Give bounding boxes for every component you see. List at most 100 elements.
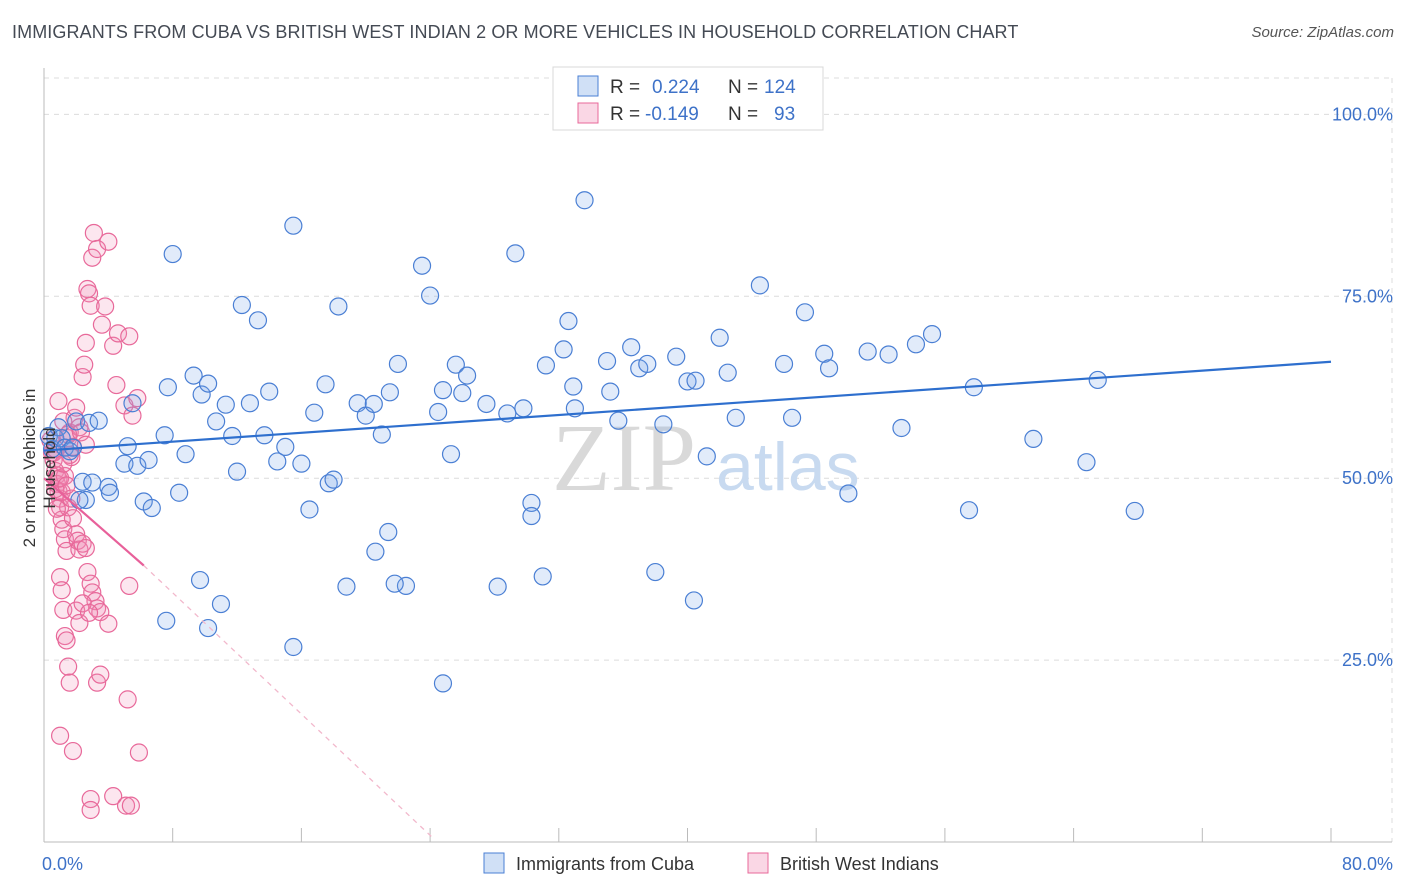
data-point-cuba (858, 342, 877, 361)
data-point-cuba (906, 335, 926, 354)
trend-line-cuba (43, 360, 1332, 452)
data-point-cuba (380, 383, 399, 402)
data-point-bwi (52, 581, 71, 600)
data-point-bwi (121, 796, 140, 815)
legend-n-label: N = (728, 104, 758, 125)
grid-layer (44, 77, 1393, 842)
data-point-bwi (76, 538, 95, 558)
data-point-bwi (108, 324, 128, 343)
data-point-bwi (49, 391, 68, 411)
data-point-cuba (522, 506, 541, 526)
data-point-cuba (198, 618, 218, 638)
data-point-cuba (223, 426, 242, 446)
trend-line-extension (143, 565, 434, 839)
data-point-cuba (372, 425, 391, 444)
legend-n-value: 124 (764, 77, 796, 98)
trend-layer (43, 360, 1332, 839)
data-point-bwi (120, 576, 139, 595)
bottom-legend: Immigrants from Cuba British West Indian… (483, 852, 939, 874)
legend-n-value: 93 (774, 104, 795, 125)
data-point-bwi (129, 743, 149, 762)
data-point-bwi (76, 333, 95, 352)
data-point-bwi (50, 469, 70, 488)
data-point-cuba (559, 311, 578, 331)
data-point-cuba (89, 411, 108, 430)
data-point-bwi (107, 375, 126, 395)
data-point-cuba (142, 498, 161, 518)
data-point-cuba (276, 437, 295, 457)
data-point-cuba (815, 344, 834, 363)
data-point-bwi (54, 600, 73, 619)
data-point-bwi (70, 540, 89, 559)
data-point-cuba (329, 297, 348, 316)
data-point-cuba (292, 454, 311, 473)
data-point-bwi (123, 406, 142, 425)
data-point-cuba (139, 450, 158, 470)
data-point-cuba (211, 594, 231, 614)
data-point-cuba (609, 411, 628, 430)
trend-line-bwi (43, 477, 145, 567)
data-point-bwi (83, 248, 102, 267)
data-point-cuba (248, 311, 268, 330)
series-british-west-indians (41, 223, 149, 820)
data-point-bwi (50, 726, 70, 745)
data-point-cuba (575, 191, 594, 210)
data-point-cuba (158, 378, 177, 397)
data-point-cuba (453, 383, 472, 403)
data-point-cuba (514, 399, 533, 418)
data-point-cuba (646, 562, 665, 582)
data-point-cuba (412, 256, 432, 275)
y-axis-title: 2 or more Vehicles in Household (20, 388, 59, 548)
series-immigrants-from-cuba (39, 191, 1144, 693)
data-point-cuba (458, 366, 477, 385)
data-point-cuba (667, 347, 686, 366)
data-point-cuba (726, 408, 745, 427)
legend-r-label: R = (610, 77, 640, 98)
data-point-cuba (1125, 501, 1144, 521)
data-point-cuba (379, 522, 398, 542)
data-point-cuba (100, 483, 120, 502)
data-point-cuba (892, 418, 911, 438)
data-point-cuba (697, 447, 716, 466)
data-point-cuba (337, 577, 356, 596)
source-label: Source: ZipAtlas.com (1251, 24, 1394, 41)
legend-n-label: N = (728, 77, 758, 98)
data-point-cuba (190, 570, 210, 590)
data-point-cuba (1024, 429, 1043, 448)
data-point-cuba (388, 354, 408, 374)
data-point-cuba (477, 394, 496, 414)
data-point-cuba (364, 394, 383, 414)
data-point-cuba (324, 470, 343, 489)
bottom-legend-swatch-blue (483, 852, 505, 874)
data-point-cuba (654, 415, 673, 434)
data-point-cuba (522, 493, 541, 513)
data-point-bwi (73, 594, 92, 613)
data-point-bwi (57, 631, 76, 650)
data-point-cuba (429, 402, 448, 422)
data-point-cuba (782, 408, 802, 427)
data-point-bwi (128, 389, 147, 408)
data-point-cuba (396, 576, 416, 595)
bottom-legend-label: Immigrants from Cuba (516, 854, 695, 874)
data-point-cuba (922, 325, 942, 344)
data-point-cuba (718, 363, 737, 382)
y-tick-label: 50.0% (1342, 468, 1393, 488)
data-point-bwi (120, 327, 139, 346)
data-point-cuba (959, 501, 979, 520)
data-point-cuba (554, 340, 573, 359)
data-point-cuba (488, 577, 507, 596)
data-point-cuba (123, 394, 142, 413)
data-point-cuba (227, 462, 247, 481)
data-point-bwi (63, 509, 83, 528)
data-point-bwi (116, 796, 136, 815)
data-point-cuba (316, 375, 335, 394)
data-point-cuba (819, 359, 839, 378)
data-point-cuba (638, 354, 657, 374)
data-point-cuba (46, 429, 65, 448)
data-point-cuba (128, 456, 147, 475)
data-point-cuba (684, 591, 704, 610)
data-point-cuba (300, 500, 319, 519)
data-point-cuba (284, 637, 303, 657)
legend-swatch-blue (577, 75, 599, 97)
